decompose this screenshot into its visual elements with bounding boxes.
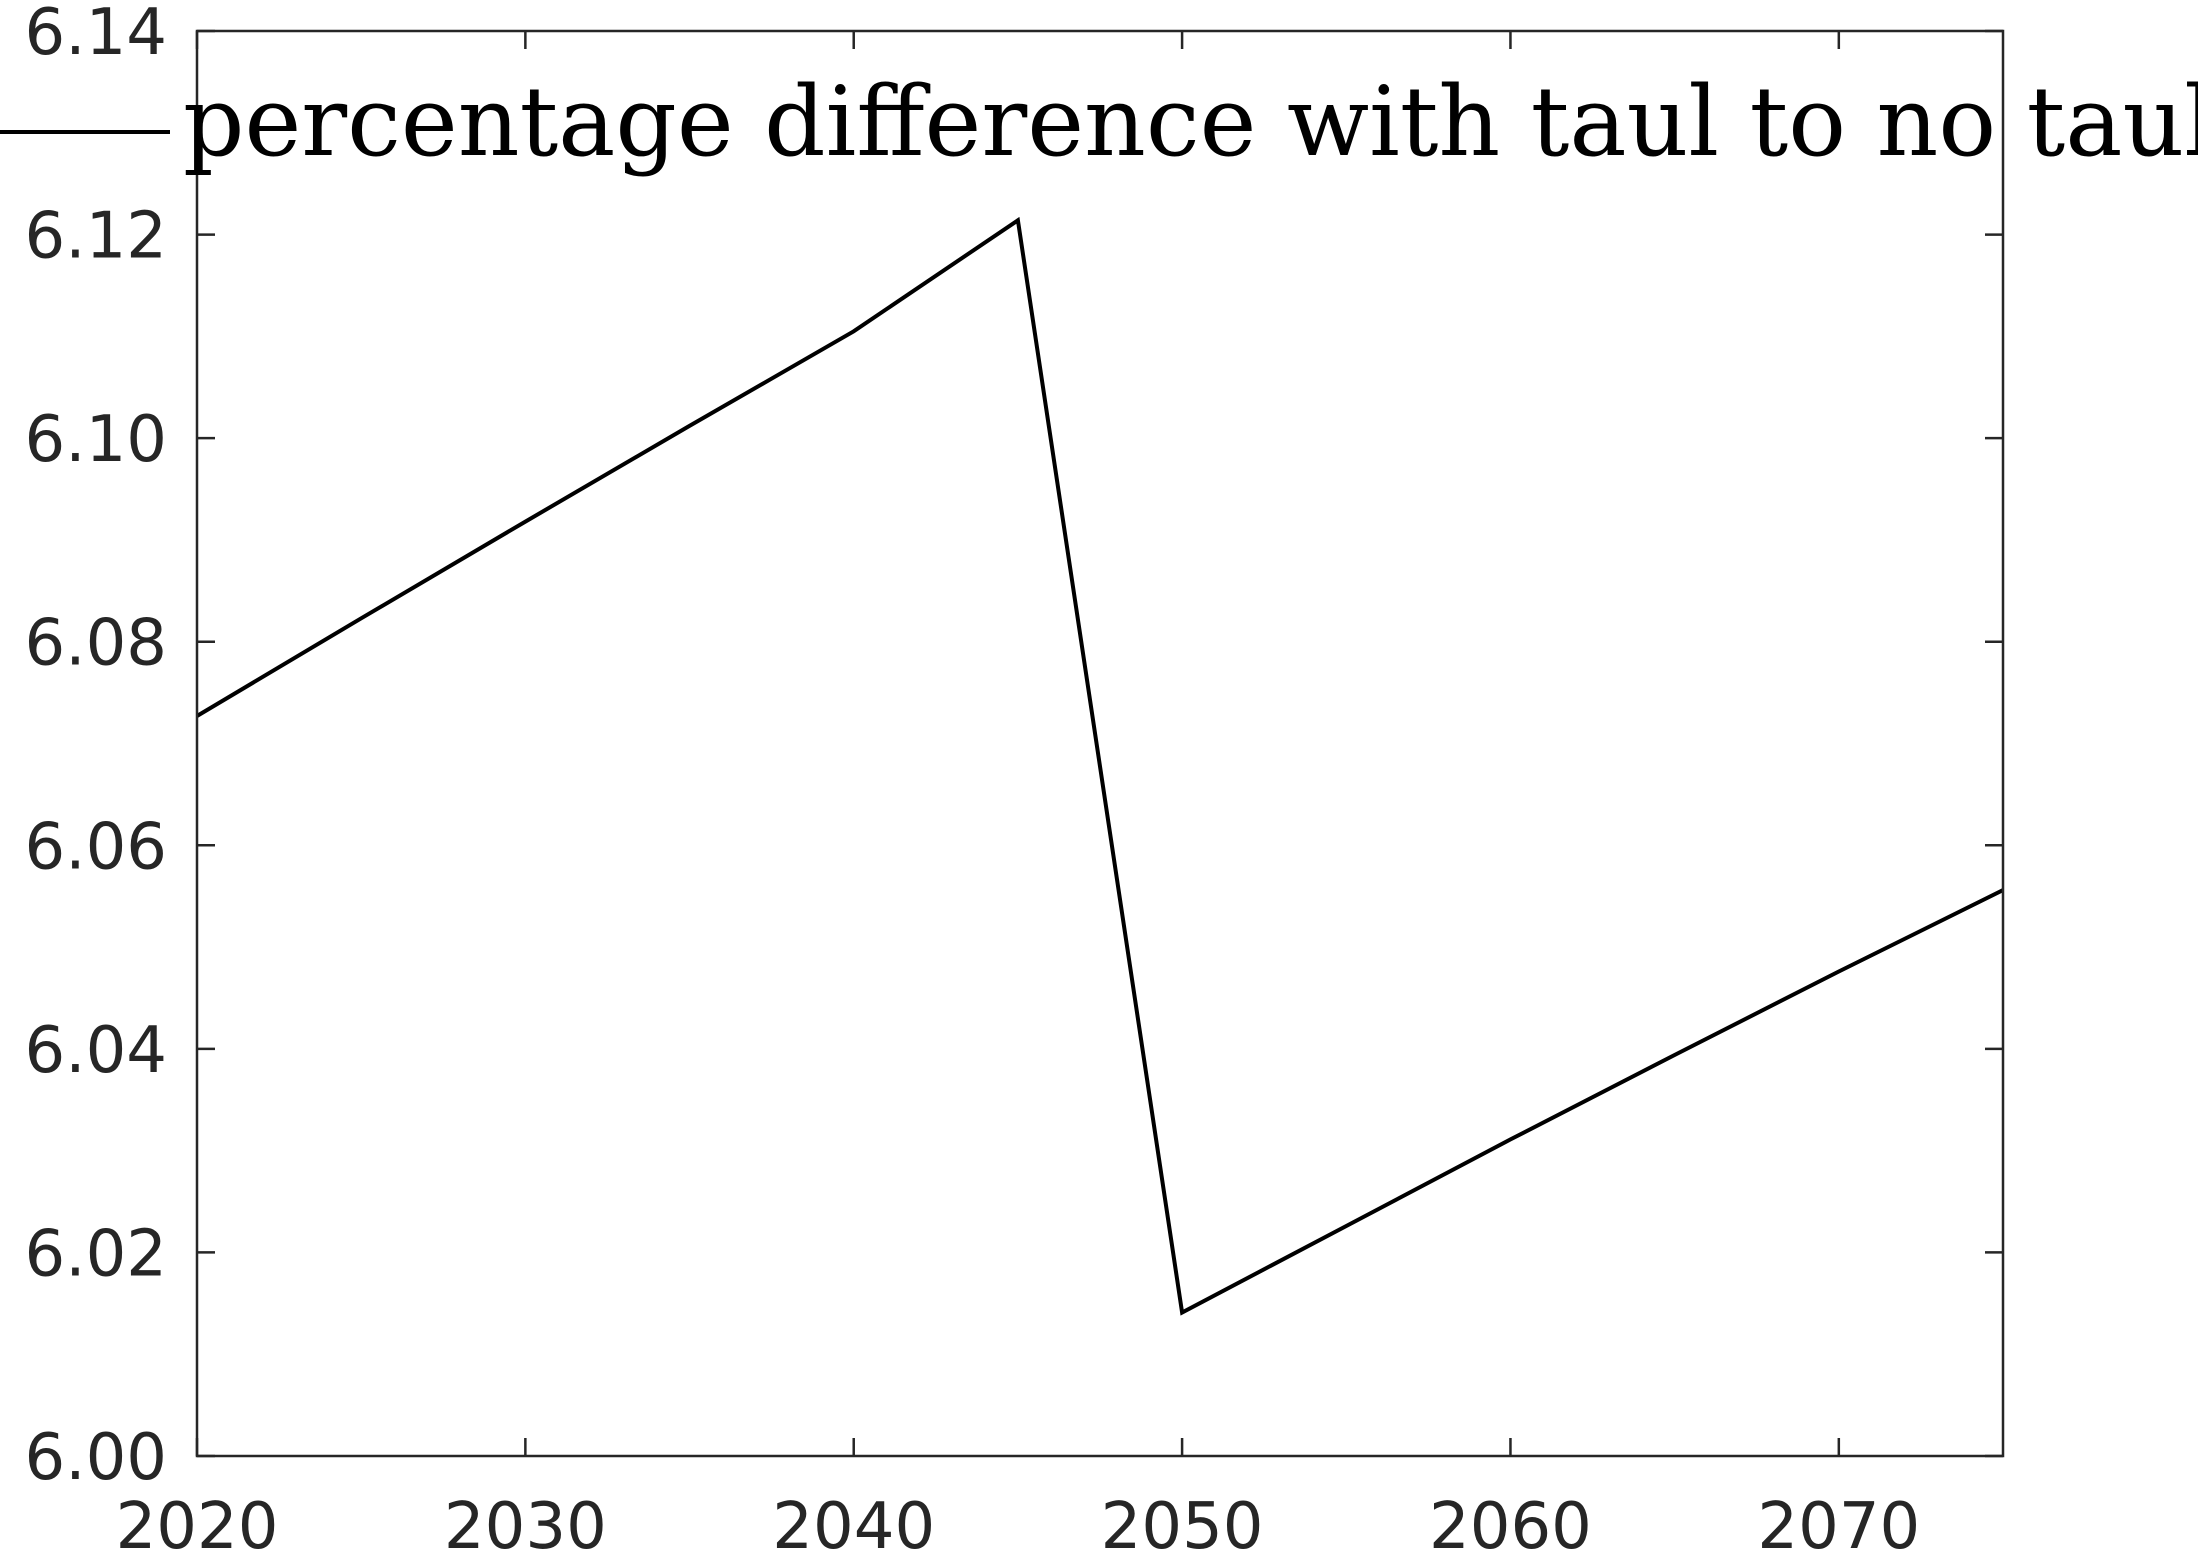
plot-area-frame [195,29,2005,1458]
x-tick-label: 2020 [116,1490,279,1554]
y-tick-label: 6.12 [25,200,168,274]
x-tick-label: 2030 [444,1490,607,1554]
y-tick-label: 6.14 [25,0,168,70]
y-axis-tick-labels: 6.00 6.02 6.04 6.06 6.08 6.10 6.12 6.14 [25,0,168,1495]
series-line-0 [195,216,2004,1316]
legend-label: percentage difference with taul to no ta… [183,66,2198,178]
y-tick-label: 6.04 [25,1014,168,1088]
x-tick-label: 2060 [1429,1490,1592,1554]
y-tick-label: 6.08 [25,607,168,681]
x-tick-label: 2050 [1101,1490,1264,1554]
y-tick-label: 6.06 [25,810,168,884]
x-tick-label: 2040 [772,1490,935,1554]
x-tick-label: 2070 [1757,1490,1920,1554]
y-tick-label: 6.02 [25,1217,168,1291]
axis-ticks [195,29,2003,1458]
series-layer [195,216,2004,1316]
legend: percentage difference with taul to no ta… [0,66,2198,178]
y-tick-label: 6.10 [25,403,168,477]
y-tick-label: 6.00 [25,1421,168,1495]
x-axis-tick-labels: 2020 2030 2040 2050 2060 2070 [116,1490,1921,1559]
